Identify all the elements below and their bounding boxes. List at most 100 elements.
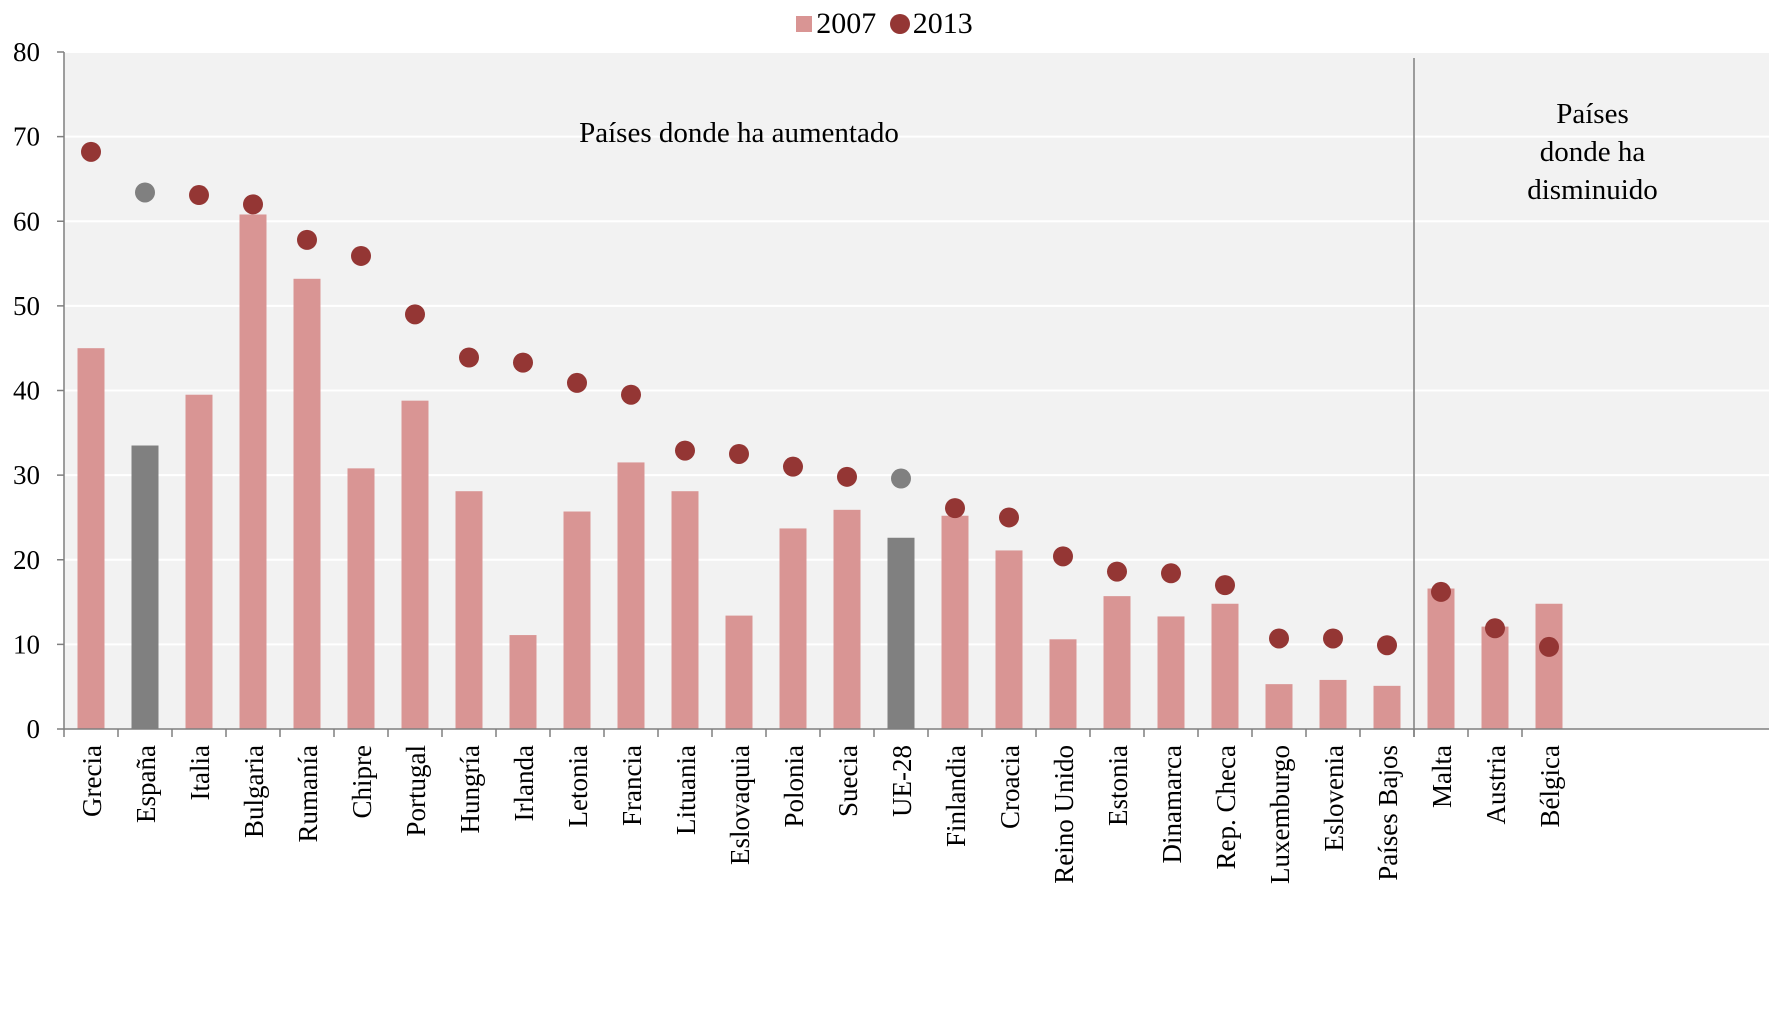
x-tick-label: Rep. Checa (1211, 745, 1241, 869)
dot-2013 (567, 372, 587, 393)
bar-2007 (77, 348, 105, 729)
bar-2007 (563, 511, 591, 729)
y-tick-label: 30 (13, 460, 40, 490)
x-tick-label: Países Bajos (1373, 745, 1403, 881)
legend-label-2013: 2013 (912, 7, 973, 40)
x-tick-label: Estonia (1103, 745, 1133, 826)
bar-2007 (887, 537, 915, 729)
legend-label-2007: 2007 (816, 7, 877, 40)
dot-2013 (1323, 628, 1343, 649)
x-tick-label: Chipre (347, 745, 377, 819)
x-tick-label: Polonia (779, 745, 809, 828)
legend-swatch-2007 (796, 16, 813, 33)
dot-2013 (189, 185, 209, 206)
dot-2013 (459, 347, 479, 368)
dot-2013 (945, 498, 965, 519)
dot-2013 (783, 456, 803, 477)
x-tick-label: Malta (1427, 745, 1457, 808)
dot-2013 (297, 229, 317, 250)
bar-2007 (347, 468, 375, 729)
x-tick-label: España (131, 745, 161, 823)
dot-2013 (405, 304, 425, 325)
bar-2007 (1427, 588, 1455, 729)
bar-2007 (1157, 616, 1185, 729)
bar-2007 (1265, 684, 1293, 729)
x-tick-label: Dinamarca (1157, 745, 1187, 863)
dot-2013 (513, 352, 533, 373)
annotation-decreased: disminuido (1527, 174, 1658, 206)
x-tick-label: Austria (1481, 745, 1511, 825)
bar-2007 (239, 214, 267, 730)
dot-2013 (243, 194, 263, 215)
x-tick-label: Grecia (77, 745, 107, 817)
bar-2007 (1481, 626, 1509, 729)
y-tick-label: 40 (13, 376, 40, 406)
y-tick-label: 60 (13, 206, 40, 236)
x-tick-label: Bélgica (1535, 745, 1565, 827)
x-tick-label: Bulgaria (239, 745, 269, 838)
bar-2007 (293, 278, 321, 729)
dot-2013 (1431, 581, 1451, 602)
x-tick-label: Luxemburgo (1265, 745, 1295, 884)
bar-2007 (401, 400, 429, 729)
x-tick-label: Rumanía (293, 745, 323, 842)
x-tick-label: Italia (185, 745, 215, 800)
x-tick-label: Croacia (995, 745, 1025, 829)
legend-dot-2013 (889, 14, 910, 35)
dot-2013 (837, 466, 857, 487)
x-tick-label: Finlandia (941, 745, 971, 847)
dot-2013 (729, 443, 749, 464)
legend-item-2007: 2007 (796, 4, 876, 44)
legend-item-2013: 2013 (889, 4, 973, 44)
bar-2007 (779, 528, 807, 729)
bar-2007 (455, 491, 483, 729)
x-tick-label: UE-28 (887, 745, 917, 817)
annotation-increased: Países donde ha aumentado (579, 117, 899, 149)
dot-2013 (999, 507, 1019, 528)
x-tick-label: Francia (617, 745, 647, 826)
annotation-decreased: Países (1556, 98, 1629, 130)
bar-2007 (1103, 596, 1131, 729)
bar-2007 (995, 550, 1023, 729)
dot-2013 (1539, 636, 1559, 657)
y-tick-label: 20 (13, 545, 40, 575)
x-tick-label: Eslovenia (1319, 745, 1349, 851)
annotation-decreased: donde ha (1540, 136, 1646, 168)
dot-2013 (891, 468, 911, 489)
dot-2013 (1107, 561, 1127, 582)
dot-2013 (1485, 618, 1505, 639)
dot-2013 (135, 182, 155, 203)
x-tick-label: Irlanda (509, 745, 539, 821)
y-axis: 0 10 20 30 40 50 60 70 80 (13, 37, 65, 744)
bar-2007 (1049, 639, 1077, 729)
dot-2013 (1161, 563, 1181, 584)
bar-2007 (941, 515, 969, 729)
dot-2013 (1269, 628, 1289, 649)
bar-2007 (1319, 679, 1347, 729)
dots-2013 (81, 141, 1559, 657)
x-tick-label: Letonia (563, 745, 593, 827)
y-tick-label: 80 (13, 37, 40, 67)
dot-2013 (81, 141, 101, 162)
dot-2013 (351, 245, 371, 266)
bar-2007 (833, 509, 861, 729)
bar-2007 (617, 462, 645, 729)
bars-2007 (77, 214, 1563, 730)
dot-2013 (1377, 635, 1397, 656)
bar-2007 (725, 615, 753, 729)
bar-2007 (671, 491, 699, 729)
y-tick-label: 70 (13, 122, 40, 152)
bar-2007 (131, 445, 159, 729)
x-tick-label: Portugal (401, 745, 431, 837)
y-tick-label: 50 (13, 291, 40, 321)
dot-2013 (621, 384, 641, 405)
x-axis: Grecia España Italia Bulgaria Rumanía Chipre P… (63, 728, 1769, 884)
x-tick-label: Hungría (455, 745, 485, 833)
bar-2007 (1211, 603, 1239, 729)
dot-2013 (675, 440, 695, 461)
x-tick-label: Reino Unido (1049, 745, 1079, 884)
bar-2007 (1373, 685, 1401, 729)
y-tick-label: 10 (13, 629, 40, 659)
annotations: Países donde ha aumentado Países donde ha d… (579, 58, 1658, 737)
